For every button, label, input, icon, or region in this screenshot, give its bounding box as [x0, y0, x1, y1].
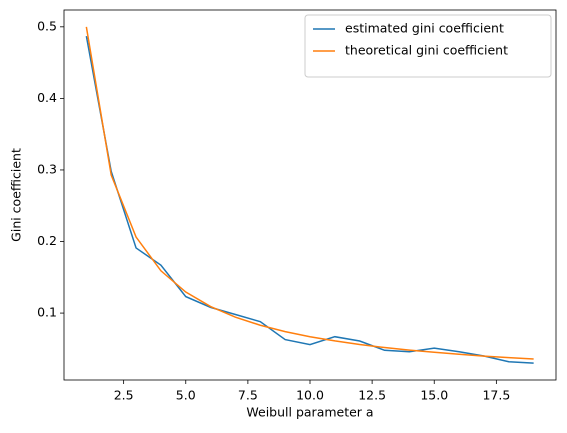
y-tick-label: 0.1 — [37, 305, 57, 320]
x-tick-label: 17.5 — [482, 388, 510, 403]
x-axis-label: Weibull parameter a — [246, 405, 373, 420]
x-tick-label: 12.5 — [358, 388, 386, 403]
y-tick-label: 0.2 — [37, 233, 57, 248]
y-tick-label: 0.5 — [37, 18, 57, 33]
line — [85, 35, 534, 364]
x-tick-label: 7.5 — [238, 388, 258, 403]
legend-label: theoretical gini coefficient — [345, 43, 508, 58]
x-tick-label: 10.0 — [296, 388, 324, 403]
y-tick-label: 0.3 — [37, 161, 57, 176]
line — [85, 26, 534, 360]
y-axis-label: Gini coefficient — [9, 148, 24, 242]
y-tick-label: 0.4 — [37, 90, 57, 105]
legend-label: estimated gini coefficient — [345, 21, 504, 36]
x-tick-label: 15.0 — [420, 388, 448, 403]
legend-box — [304, 14, 552, 78]
x-tick-label: 2.5 — [114, 388, 134, 403]
x-tick-label: 5.0 — [176, 388, 196, 403]
